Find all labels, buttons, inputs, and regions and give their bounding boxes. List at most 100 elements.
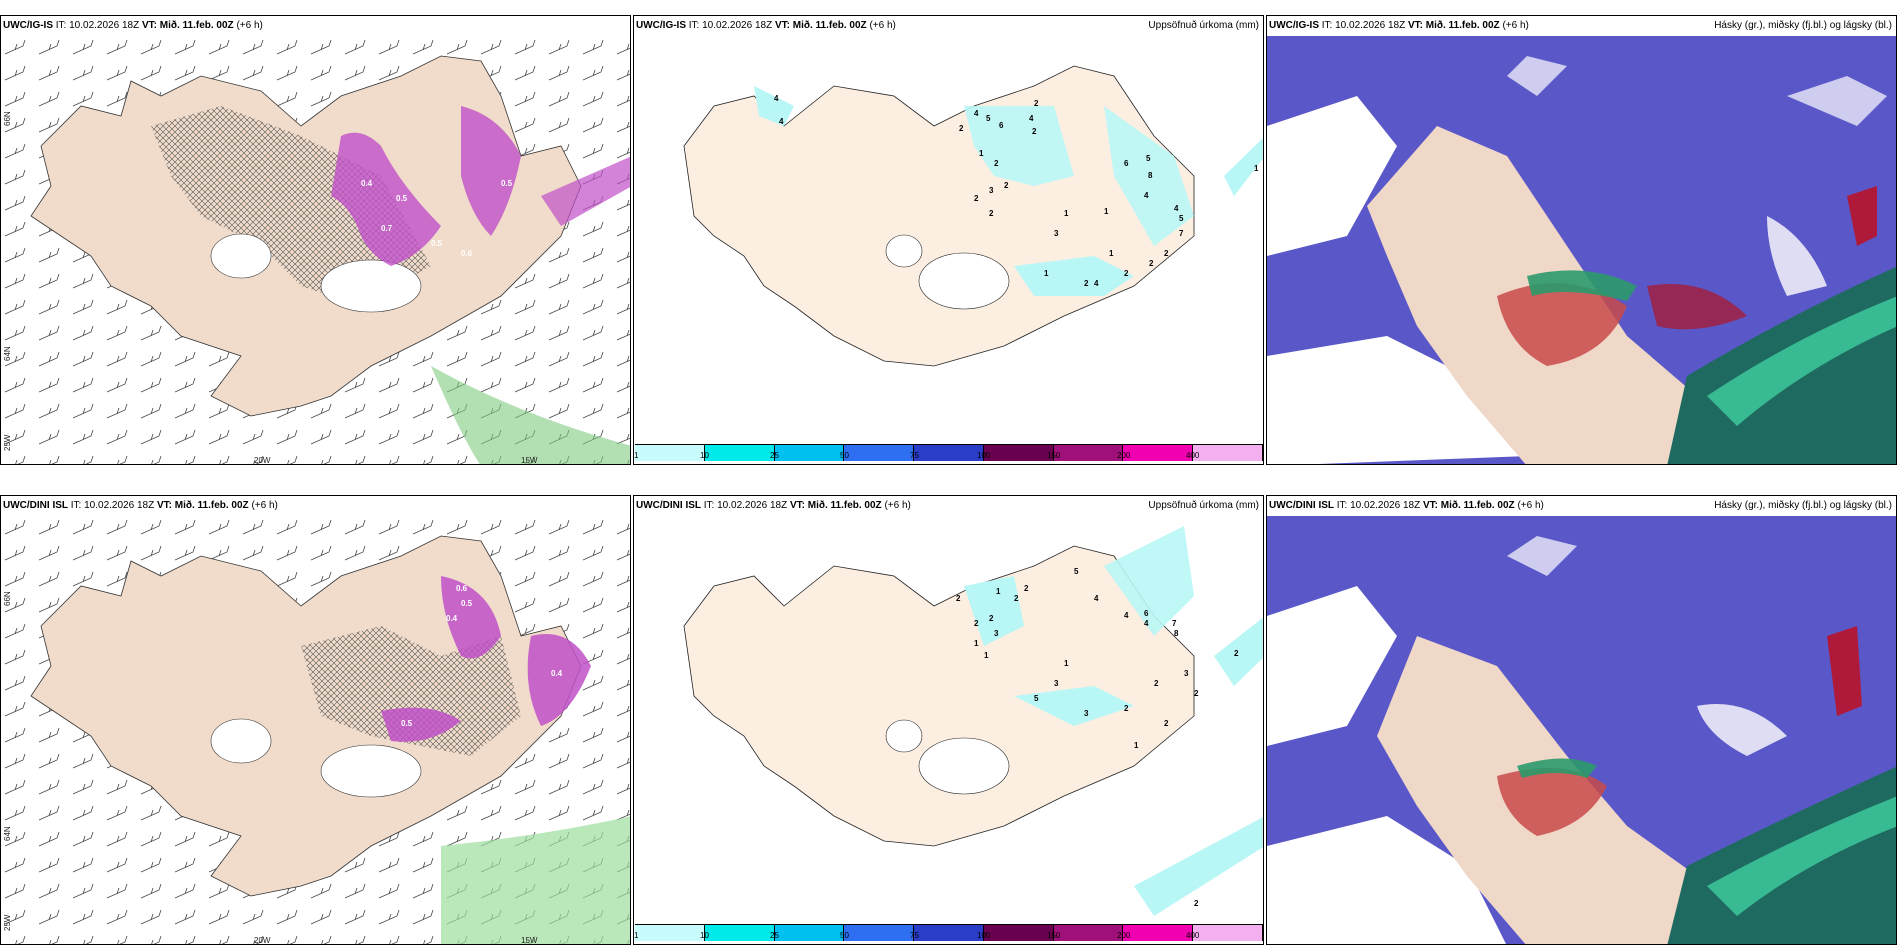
svg-text:1: 1: [996, 587, 1001, 596]
svg-text:0.5: 0.5: [396, 194, 408, 203]
svg-text:2: 2: [1034, 99, 1039, 108]
svg-text:2: 2: [956, 594, 961, 603]
svg-text:0.7: 0.7: [381, 224, 393, 233]
svg-text:1: 1: [1064, 659, 1069, 668]
colorbar: [635, 444, 1263, 461]
panel-wind-top: UWC/IG-IS IT: 10.02.2026 18Z VT: Mið. 11…: [0, 15, 631, 465]
panel-header: UWC/DINI ISL IT: 10.02.2026 18Z VT: Mið.…: [3, 500, 278, 511]
lon-label: 25W: [3, 434, 12, 451]
svg-text:4: 4: [779, 117, 784, 126]
svg-text:0.6: 0.6: [461, 249, 473, 258]
svg-text:1: 1: [1064, 209, 1069, 218]
svg-text:3: 3: [1054, 229, 1059, 238]
svg-text:5: 5: [1034, 694, 1039, 703]
svg-text:2: 2: [974, 619, 979, 628]
svg-text:2: 2: [989, 209, 994, 218]
svg-text:1: 1: [1109, 249, 1114, 258]
svg-text:0.5: 0.5: [401, 719, 413, 728]
svg-text:1: 1: [984, 651, 989, 660]
svg-text:0.6: 0.6: [456, 584, 468, 593]
cloud-map: [1267, 36, 1896, 464]
svg-text:1: 1: [1044, 269, 1049, 278]
cloud-title: Hásky (gr.), miðsky (fj.bl.) og lágsky (…: [1714, 500, 1892, 511]
svg-text:3: 3: [989, 186, 994, 195]
svg-text:2: 2: [1154, 679, 1159, 688]
panel-header: UWC/IG-IS IT: 10.02.2026 18Z VT: Mið. 11…: [3, 20, 263, 31]
lon-label: 15W: [521, 936, 538, 945]
svg-text:2: 2: [1032, 127, 1037, 136]
svg-text:2: 2: [1149, 259, 1154, 268]
panel-header: UWC/DINI ISL IT: 10.02.2026 18Z VT: Mið.…: [636, 500, 911, 511]
svg-text:3: 3: [1054, 679, 1059, 688]
colorbar-ticks: 1 10 25 50 75 100 150 200 400: [634, 931, 1200, 940]
svg-text:2: 2: [974, 194, 979, 203]
svg-text:0.4: 0.4: [446, 614, 458, 623]
precip-purple: [331, 132, 441, 266]
panel-cloud-top: UWC/IG-IS IT: 10.02.2026 18Z VT: Mið. 11…: [1266, 15, 1897, 465]
lon-label: 20W: [254, 456, 271, 465]
svg-text:6: 6: [1144, 609, 1149, 618]
svg-text:6: 6: [1124, 159, 1129, 168]
svg-text:2: 2: [1124, 704, 1129, 713]
svg-text:2: 2: [1024, 584, 1029, 593]
svg-text:7: 7: [1179, 229, 1184, 238]
precip-title: Uppsöfnuð úrkoma (mm): [1148, 20, 1259, 31]
svg-text:2: 2: [959, 124, 964, 133]
svg-text:4: 4: [1144, 619, 1149, 628]
cloud-map: [1267, 516, 1896, 944]
svg-text:6: 6: [999, 121, 1004, 130]
hatch-area: [151, 106, 431, 306]
svg-text:2: 2: [1124, 269, 1129, 278]
panel-wind-bottom: UWC/DINI ISL IT: 10.02.2026 18Z VT: Mið.…: [0, 495, 631, 945]
colorbar: [635, 924, 1263, 941]
lat-label: 64N: [3, 826, 12, 841]
svg-text:5: 5: [986, 114, 991, 123]
svg-text:4: 4: [1124, 611, 1129, 620]
svg-text:8: 8: [1174, 629, 1179, 638]
precip-title: Uppsöfnuð úrkoma (mm): [1148, 500, 1259, 511]
svg-text:2: 2: [1014, 594, 1019, 603]
svg-text:1: 1: [974, 639, 979, 648]
svg-text:2: 2: [1164, 719, 1169, 728]
svg-text:0.5: 0.5: [461, 599, 473, 608]
svg-text:1: 1: [1134, 741, 1139, 750]
svg-text:4: 4: [1174, 204, 1179, 213]
svg-text:7: 7: [1172, 619, 1177, 628]
svg-text:2: 2: [1194, 899, 1199, 908]
precip-map: 2 1 2 2 3 1 1 5 4 6 4 4 7 8 2 2 1 3 5 3 …: [683, 526, 1263, 916]
panel-header: UWC/DINI ISL IT: 10.02.2026 18Z VT: Mið.…: [1269, 500, 1544, 511]
panel-header: UWC/IG-IS IT: 10.02.2026 18Z VT: Mið. 11…: [636, 20, 896, 31]
panel-precip-top: UWC/IG-IS IT: 10.02.2026 18Z VT: Mið. 11…: [633, 15, 1264, 465]
svg-text:4: 4: [774, 94, 779, 103]
cloud-title: Hásky (gr.), miðsky (fj.bl.) og lágsky (…: [1714, 20, 1892, 31]
svg-text:4: 4: [1094, 279, 1099, 288]
svg-text:2: 2: [1164, 249, 1169, 258]
svg-text:4: 4: [1029, 114, 1034, 123]
svg-text:0.5: 0.5: [431, 239, 443, 248]
svg-text:2: 2: [1084, 279, 1089, 288]
wind-map: 0.4 0.5 0.7 0.5 0.6 0.5: [1, 36, 630, 464]
svg-text:0.4: 0.4: [551, 669, 563, 678]
svg-text:4: 4: [1144, 191, 1149, 200]
svg-text:2: 2: [994, 159, 999, 168]
panel-precip-bottom: UWC/DINI ISL IT: 10.02.2026 18Z VT: Mið.…: [633, 495, 1264, 945]
svg-text:0.4: 0.4: [361, 179, 373, 188]
precip-map: 4 4 4 5 6 4 2 2 2 1 2 2 3 2 2 6 5 8 4 1 …: [683, 65, 1263, 367]
svg-text:5: 5: [1146, 154, 1151, 163]
svg-text:1: 1: [1254, 164, 1259, 173]
svg-text:8: 8: [1148, 171, 1153, 180]
svg-text:3: 3: [1084, 709, 1089, 718]
svg-text:1: 1: [979, 149, 984, 158]
lat-label: 66N: [3, 591, 12, 606]
lon-label: 15W: [521, 456, 538, 465]
svg-text:1: 1: [1104, 207, 1109, 216]
svg-text:2: 2: [989, 614, 994, 623]
svg-text:5: 5: [1179, 214, 1184, 223]
wind-map: 0.6 0.5 0.4 0.5 0.4: [1, 516, 630, 944]
lon-label: 20W: [254, 936, 271, 945]
panel-header: UWC/IG-IS IT: 10.02.2026 18Z VT: Mið. 11…: [1269, 20, 1529, 31]
svg-text:4: 4: [974, 109, 979, 118]
colorbar-ticks: 1 10 25 50 75 100 150 200 400: [634, 451, 1200, 460]
svg-text:3: 3: [1184, 669, 1189, 678]
panel-cloud-bottom: UWC/DINI ISL IT: 10.02.2026 18Z VT: Mið.…: [1266, 495, 1897, 945]
